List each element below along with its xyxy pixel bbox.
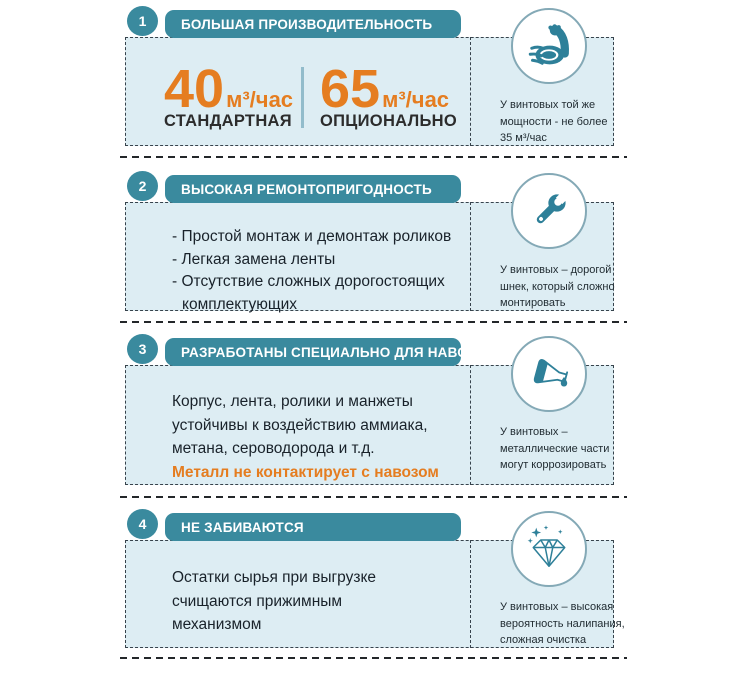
metric-divider xyxy=(301,67,304,128)
section4-body: Остатки сырья при выгрузке счищаются при… xyxy=(172,566,472,637)
flask-icon xyxy=(533,359,569,387)
section1-number-badge: 1 xyxy=(127,6,158,36)
note-line: вероятность налипания, xyxy=(500,617,625,630)
wrench-icon xyxy=(536,190,570,224)
section1-icon-circle xyxy=(511,8,587,84)
note-line: мощности - не более xyxy=(500,115,608,128)
section2-number: 2 xyxy=(138,178,147,194)
bicep-icon xyxy=(528,24,569,65)
body-line: Остатки сырья при выгрузке xyxy=(172,569,377,586)
metric-standard-label: СТАНДАРТНАЯ xyxy=(164,112,292,130)
body-line: счищаются прижимным xyxy=(172,592,343,610)
body-line: метана, сероводорода и т.д. xyxy=(172,440,375,457)
section3-header-bar: РАЗРАБОТАНЫ СПЕЦИАЛЬНО ДЛЯ НАВОЗА xyxy=(165,338,486,366)
section1-number: 1 xyxy=(138,13,147,29)
section-separator xyxy=(120,321,627,323)
note-line: 35 м³/час xyxy=(500,132,547,144)
section-separator xyxy=(120,496,627,498)
note-line: У винтовых – высокая xyxy=(500,601,614,613)
note-line: У винтовых – xyxy=(500,426,568,438)
section3-note: У винтовых – металлические части могут к… xyxy=(500,424,620,474)
section2-title: ВЫСОКАЯ РЕМОНТОПРИГОДНОСТЬ xyxy=(181,181,432,197)
section3-title: РАЗРАБОТАНЫ СПЕЦИАЛЬНО ДЛЯ НАВОЗА xyxy=(181,344,487,360)
section1-note: У винтовых той же мощности - не более 35… xyxy=(500,97,620,147)
section1-header-bar: БОЛЬШАЯ ПРОИЗВОДИТЕЛЬНОСТЬ xyxy=(165,10,461,38)
section2-header-bar: ВЫСОКАЯ РЕМОНТОПРИГОДНОСТЬ xyxy=(165,175,461,203)
section3-highlight: Металл не контактирует с навозом xyxy=(172,463,439,481)
section4-header-bar: НЕ ЗАБИВАЮТСЯ xyxy=(165,513,461,541)
section3-number-badge: 3 xyxy=(127,334,158,364)
section3-vertical-dashed-divider xyxy=(470,365,471,485)
section3-body: Корпус, лента, ролики и манжеты устойчив… xyxy=(172,390,472,484)
metric-optional-label: ОПЦИОНАЛЬНО xyxy=(320,112,457,130)
section4-number-badge: 4 xyxy=(127,509,158,539)
metric-standard-value: 40 xyxy=(164,59,225,119)
bullet-item: - Простой монтаж и демонтаж роликов xyxy=(172,228,452,245)
section-separator xyxy=(120,156,627,158)
note-line: монтировать xyxy=(500,297,566,309)
note-line: У винтовых – дорогой xyxy=(500,264,612,276)
note-line: шнек, который сложно xyxy=(500,280,615,293)
note-line: У винтовых той же xyxy=(500,99,596,111)
metric-optional-unit: м³/час xyxy=(382,87,450,112)
section2-note: У винтовых – дорогой шнек, который сложн… xyxy=(500,262,620,312)
metric-optional-value: 65 xyxy=(320,59,381,119)
section4-title: НЕ ЗАБИВАЮТСЯ xyxy=(181,519,304,535)
section-separator xyxy=(120,657,627,659)
section1-vertical-dashed-divider xyxy=(470,37,471,146)
section4-note: У винтовых – высокая вероятность налипан… xyxy=(500,599,625,649)
body-line: механизмом xyxy=(172,616,262,633)
bullet-item: - Отсутствие сложных дорогостоящих компл… xyxy=(172,273,445,313)
section3-number: 3 xyxy=(138,341,147,357)
bullet-item: - Легкая замена ленты xyxy=(172,250,336,268)
section1-title: БОЛЬШАЯ ПРОИЗВОДИТЕЛЬНОСТЬ xyxy=(181,16,433,32)
note-line: сложная очистка xyxy=(500,634,587,646)
body-line: устойчивы к воздействию аммиака, xyxy=(172,416,428,434)
section3-icon-circle xyxy=(511,336,587,412)
diamond-icon xyxy=(527,525,566,567)
note-line: могут коррозировать xyxy=(500,459,607,471)
metric-standard: 40 м³/час xyxy=(164,62,293,116)
section2-number-badge: 2 xyxy=(127,171,158,201)
section2-bullet-list: - Простой монтаж и демонтаж роликов - Ле… xyxy=(172,226,468,316)
section2-icon-circle xyxy=(511,173,587,249)
body-line: Корпус, лента, ролики и манжеты xyxy=(172,393,413,410)
section4-number: 4 xyxy=(138,516,147,532)
metric-standard-unit: м³/час xyxy=(226,87,294,112)
section2-vertical-dashed-divider xyxy=(470,202,471,311)
section4-vertical-dashed-divider xyxy=(470,540,471,648)
note-line: металлические части xyxy=(500,442,610,455)
metric-optional: 65 м³/час xyxy=(320,62,449,116)
section4-icon-circle xyxy=(511,511,587,587)
